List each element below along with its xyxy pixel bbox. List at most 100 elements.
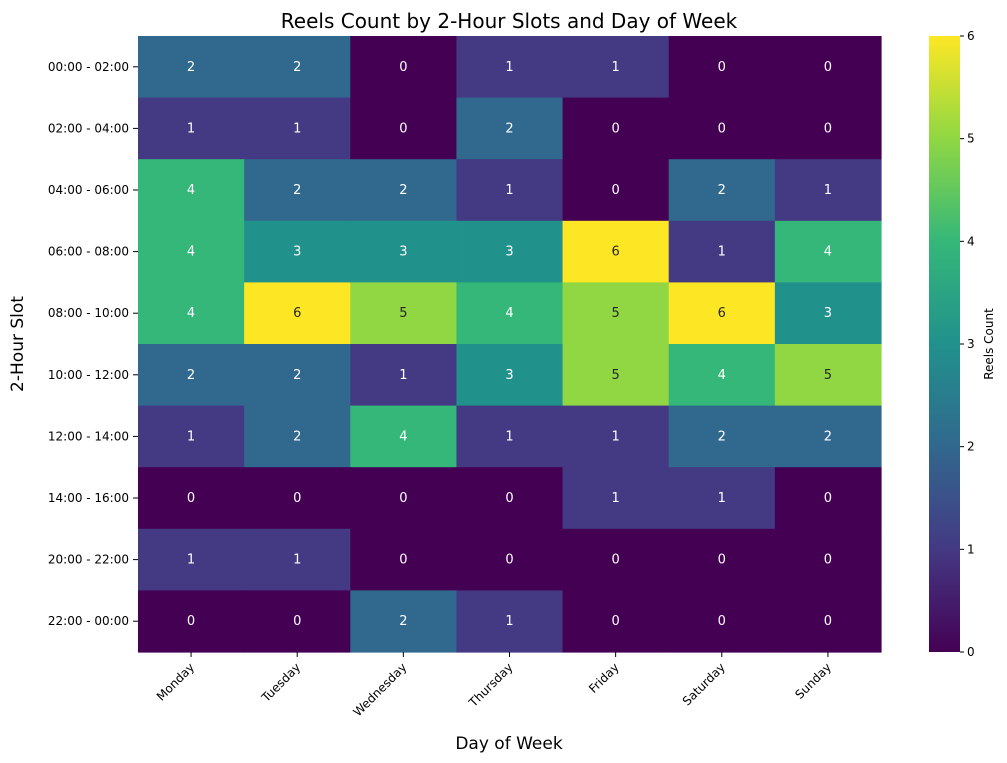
- cell-value-label: 2: [293, 429, 301, 444]
- cell-value-label: 0: [718, 553, 726, 568]
- colorbar-tick-label: 6: [967, 29, 975, 43]
- cell-value-label: 0: [187, 614, 195, 629]
- colorbar-fill: [929, 36, 960, 652]
- heatmap-cell: [774, 220, 882, 283]
- cell-value-label: 2: [293, 368, 301, 383]
- heatmap-cell: [244, 220, 351, 283]
- cell-value-label: 0: [505, 553, 513, 568]
- cell-value-label: 3: [505, 245, 513, 260]
- cell-value-label: 2: [293, 183, 301, 198]
- cell-value-label: 1: [824, 183, 832, 198]
- heatmap-cell: [350, 344, 458, 407]
- cell-value-label: 2: [718, 183, 726, 198]
- heatmap-cell: [350, 97, 458, 160]
- colorbar-tick-label: 3: [967, 337, 975, 351]
- heatmap-cell: [668, 590, 776, 653]
- heatmap-cell: [562, 590, 670, 653]
- cell-value-label: 0: [718, 121, 726, 136]
- cell-value-label: 0: [399, 553, 407, 568]
- y-axis: 00:00 - 02:00 02:00 - 04:00 04:00 - 06:00 0…: [48, 60, 138, 628]
- cell-value-label: 0: [824, 121, 832, 136]
- heatmap-cell: [774, 36, 882, 99]
- heatmap-cell: [668, 97, 776, 160]
- cell-value-label: 0: [611, 121, 619, 136]
- y-tick-label: 02:00 - 04:00: [48, 121, 129, 135]
- cell-value-label: 1: [187, 553, 195, 568]
- heatmap-cell: [774, 159, 882, 222]
- heatmap-cell: [668, 36, 776, 99]
- cell-value-label: 1: [611, 491, 619, 506]
- heatmap-cell: [350, 405, 458, 468]
- cell-value-label: 1: [505, 183, 513, 198]
- heatmap-cell: [350, 467, 458, 530]
- cell-value-label: 1: [293, 553, 301, 568]
- heatmap-cell: [562, 36, 670, 99]
- cell-value-label: 1: [611, 60, 619, 75]
- cell-value-label: 0: [399, 60, 407, 75]
- heatmap-cell: [562, 97, 670, 160]
- y-tick-label: 12:00 - 14:00: [48, 429, 129, 443]
- heatmap-cell: [138, 344, 245, 407]
- cell-value-label: 1: [718, 491, 726, 506]
- heatmap-cell: [456, 405, 564, 468]
- heatmap-cell: [350, 36, 458, 99]
- cell-value-label: 0: [399, 121, 407, 136]
- y-tick-label: 08:00 - 10:00: [48, 306, 129, 320]
- heatmap-cell: [244, 36, 351, 99]
- heatmap-cell: [138, 159, 245, 222]
- chart-title: Reels Count by 2-Hour Slots and Day of W…: [281, 9, 738, 33]
- heatmap-cell: [562, 220, 670, 283]
- cell-value-label: 1: [505, 429, 513, 444]
- cell-value-label: 3: [399, 245, 407, 260]
- cell-value-label: 0: [718, 614, 726, 629]
- y-tick-label: 06:00 - 08:00: [48, 245, 129, 259]
- cell-value-label: 2: [505, 121, 513, 136]
- heatmap-cell: [562, 405, 670, 468]
- cell-value-label: 1: [505, 614, 513, 629]
- cell-value-label: 4: [718, 368, 726, 383]
- heatmap-cell: [244, 467, 351, 530]
- y-axis-label: 2-Hour Slot: [8, 296, 28, 392]
- cell-value-label: 1: [505, 60, 513, 75]
- y-tick-label: 20:00 - 22:00: [48, 553, 129, 567]
- heatmap-cell: [562, 528, 670, 591]
- heatmap-cell: [456, 159, 564, 222]
- cell-value-label: 1: [187, 121, 195, 136]
- colorbar: 0 1 2 3 4 5 6: [929, 29, 975, 659]
- heatmap-cell: [562, 159, 670, 222]
- cell-value-label: 3: [293, 245, 301, 260]
- heatmap-cell: [668, 528, 776, 591]
- heatmap-cell: [668, 344, 776, 407]
- cell-value-label: 2: [399, 614, 407, 629]
- cell-value-label: 4: [187, 183, 195, 198]
- y-tick-label: 22:00 - 00:00: [48, 614, 129, 628]
- cell-value-label: 2: [399, 183, 407, 198]
- heatmap-cell: [456, 282, 564, 345]
- colorbar-tick-label: 2: [967, 440, 975, 454]
- y-tick-label: 04:00 - 06:00: [48, 183, 129, 197]
- cell-value-label: 6: [293, 306, 301, 321]
- cell-value-label: 2: [187, 60, 195, 75]
- heatmap-cell: [668, 467, 776, 530]
- heatmap-cell: [774, 97, 882, 160]
- colorbar-tick-label: 1: [967, 542, 975, 556]
- heatmap-cell: [244, 590, 351, 653]
- cell-value-label: 1: [399, 368, 407, 383]
- y-tick-label: 10:00 - 12:00: [48, 368, 129, 382]
- cell-value-label: 0: [293, 491, 301, 506]
- cell-annotations: 2 2 0 1 1 0 0 1 1 0 2 0 0 0 4 2 2 1 0 2 1 4 3 3 3 6 1 4 4 6 5 4 5 6 3 2 2 1 3 5…: [187, 60, 832, 629]
- cell-value-label: 4: [505, 306, 513, 321]
- cell-value-label: 0: [824, 60, 832, 75]
- cell-value-label: 0: [611, 614, 619, 629]
- heatmap-cell: [456, 590, 564, 653]
- colorbar-label: Reels Count: [982, 308, 996, 380]
- colorbar-tick-label: 4: [967, 234, 975, 248]
- heatmap-cell: [456, 36, 564, 99]
- heatmap-cell: [562, 467, 670, 530]
- heatmap-cell: [244, 282, 351, 345]
- cell-value-label: 4: [824, 245, 832, 260]
- cell-value-label: 4: [399, 429, 407, 444]
- cell-value-label: 0: [824, 491, 832, 506]
- heatmap-cell: [138, 282, 245, 345]
